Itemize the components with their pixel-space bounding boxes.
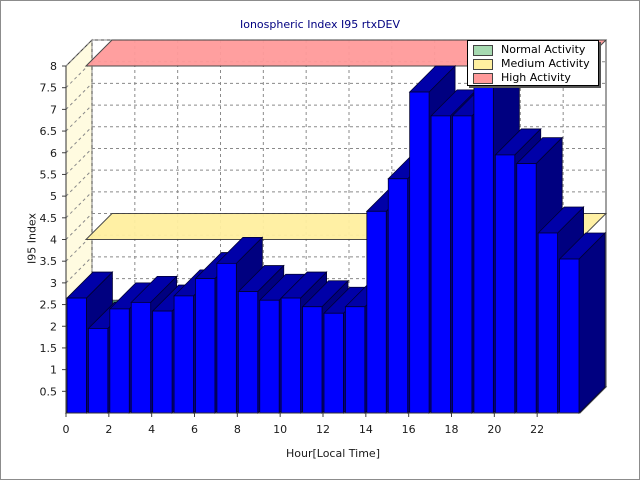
- bar-front: [494, 154, 516, 414]
- bar-front: [66, 297, 87, 414]
- legend-label-high: High Activity: [501, 71, 571, 84]
- y-tick-label: 3.5: [40, 255, 58, 268]
- gridline-h-side: [65, 126, 93, 154]
- x-tick-label: 16: [402, 423, 416, 436]
- bar-front: [409, 91, 430, 414]
- bar-front: [345, 306, 366, 414]
- bar-front: [195, 278, 216, 414]
- y-tick-label: 7: [50, 103, 57, 116]
- y-tick-label: 6.5: [40, 125, 58, 138]
- bar-front: [473, 80, 494, 414]
- bar-front: [88, 328, 109, 414]
- y-axis-title: I95 Index: [25, 212, 39, 265]
- bar-side: [578, 232, 606, 414]
- gridline-h-side: [65, 213, 93, 240]
- x-tick-label: 4: [148, 423, 155, 436]
- y-tick-label: 7.5: [40, 82, 58, 95]
- bar-front: [130, 301, 152, 414]
- x-tick-label: 20: [487, 423, 501, 436]
- legend-swatch-normal: [473, 45, 493, 56]
- bar-front: [323, 312, 344, 414]
- x-tick-label: 0: [63, 423, 70, 436]
- x-tick-label: 18: [445, 423, 459, 436]
- bar-front: [516, 163, 537, 414]
- legend: Normal Activity Medium Activity High Act…: [467, 40, 599, 86]
- y-tick-label: 4: [50, 234, 57, 247]
- bar-front: [216, 262, 237, 414]
- bar-front: [259, 299, 280, 414]
- bar-front: [452, 115, 473, 414]
- y-tick-label: 1: [50, 364, 57, 377]
- gridline-h-side: [65, 191, 93, 219]
- bar-front: [280, 297, 301, 414]
- y-tick-label: 4.5: [40, 212, 58, 225]
- legend-swatch-high: [473, 73, 493, 84]
- x-tick-label: 8: [234, 423, 241, 436]
- bar-front: [366, 210, 387, 414]
- y-tick-label: 3: [50, 277, 57, 290]
- bar-front: [237, 291, 259, 414]
- y-tick-label: 2: [50, 320, 57, 333]
- bar-front: [173, 295, 194, 414]
- gridline-h-side: [65, 256, 93, 284]
- bar: [558, 232, 606, 414]
- x-tick-label: 6: [191, 423, 198, 436]
- y-tick-label: 0.5: [40, 385, 58, 398]
- x-axis-title: Hour[Local Time]: [285, 447, 380, 460]
- gridline-h-side: [65, 148, 93, 175]
- y-tick-label: 2.5: [40, 299, 58, 312]
- chart-title: Ionospheric Index I95 rtxDEV: [239, 18, 401, 31]
- bar-front: [152, 310, 173, 414]
- x-tick-label: 10: [273, 423, 287, 436]
- legend-swatch-medium: [473, 59, 493, 70]
- legend-label-normal: Normal Activity: [501, 43, 586, 56]
- gridline-h-side: [65, 169, 93, 197]
- legend-label-medium: Medium Activity: [501, 57, 590, 70]
- bar-front: [537, 232, 558, 414]
- bar-front: [387, 178, 409, 414]
- x-tick-label: 2: [105, 423, 112, 436]
- gridline-h-side: [65, 39, 93, 67]
- bar-front: [430, 115, 451, 414]
- y-tick-label: 1.5: [40, 342, 58, 355]
- bar-front: [109, 308, 130, 414]
- bar-front: [559, 258, 580, 414]
- y-tick-label: 5: [50, 190, 57, 203]
- gridline-h-side: [65, 83, 93, 110]
- x-tick-label: 14: [359, 423, 373, 436]
- bar-front: [302, 306, 323, 414]
- y-tick-label: 8: [50, 60, 57, 73]
- gridline-h-side: [65, 104, 93, 132]
- y-tick-label: 5.5: [40, 168, 58, 181]
- y-tick-label: 6: [50, 147, 57, 160]
- x-tick-label: 22: [530, 423, 544, 436]
- x-tick-label: 12: [316, 423, 330, 436]
